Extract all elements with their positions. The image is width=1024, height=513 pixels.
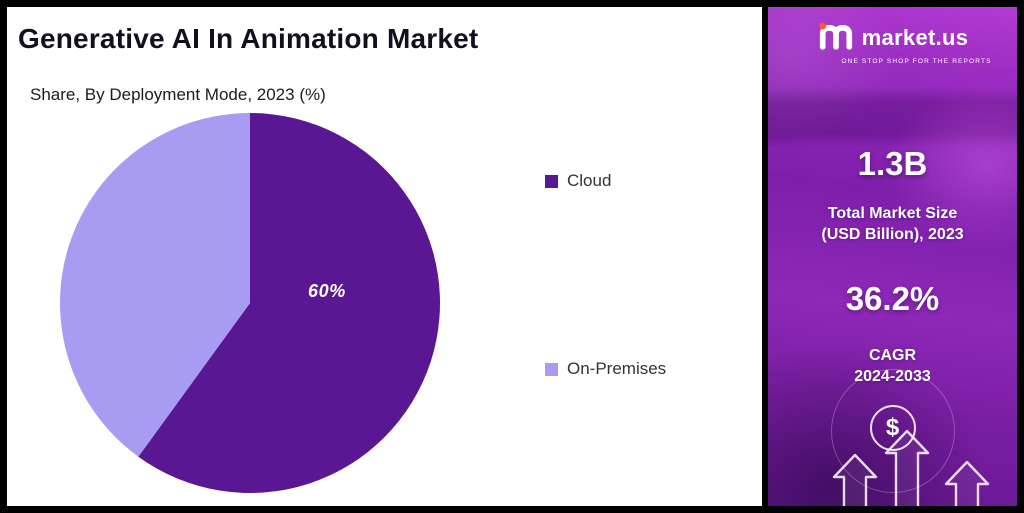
- legend-swatch-cloud: [545, 174, 558, 188]
- stat-market-size-label: Total Market Size (USD Billion), 2023: [768, 204, 1017, 246]
- dollar-icon: $: [869, 405, 916, 451]
- pie-chart: [60, 113, 441, 494]
- brand-logo: market.us ONE STOP SHOP FOR THE REPORTS: [768, 21, 1017, 65]
- stat-cagr-value: 36.2%: [845, 280, 940, 317]
- stat-cagr-label-line1: CAGR: [868, 347, 917, 364]
- legend-label-on-premises: On-Premises: [567, 359, 667, 378]
- stat-market-size-value: 1.3B: [857, 145, 928, 182]
- brand-tagline: ONE STOP SHOP FOR THE REPORTS: [841, 58, 992, 65]
- brand-name: market.us: [861, 25, 969, 50]
- pie-data-label-cloud: 60%: [308, 281, 346, 301]
- legend-swatch-on-premises: [545, 362, 558, 376]
- stat-market-size-label-line2: (USD Billion), 2023: [821, 225, 964, 243]
- legend-label-cloud: Cloud: [567, 171, 612, 190]
- page-title: Generative AI In Animation Market: [18, 23, 479, 54]
- legend-item-on-premises: On-Premises: [545, 359, 666, 379]
- legend-item-cloud: Cloud: [545, 171, 611, 191]
- stat-market-size-label-line1: Total Market Size: [827, 205, 958, 222]
- chart-panel: Generative AI In Animation Market Share,…: [7, 7, 762, 506]
- chart-subtitle: Share, By Deployment Mode, 2023 (%): [30, 85, 326, 104]
- brand-sidebar: market.us ONE STOP SHOP FOR THE REPORTS …: [768, 7, 1017, 506]
- growth-arrows-icon: [832, 429, 990, 506]
- pie-slice-on-premises: [60, 113, 250, 457]
- marketus-logo-icon: [817, 21, 855, 55]
- dollar-ring-decoration: [830, 369, 955, 493]
- pie-slice-cloud: [138, 113, 441, 494]
